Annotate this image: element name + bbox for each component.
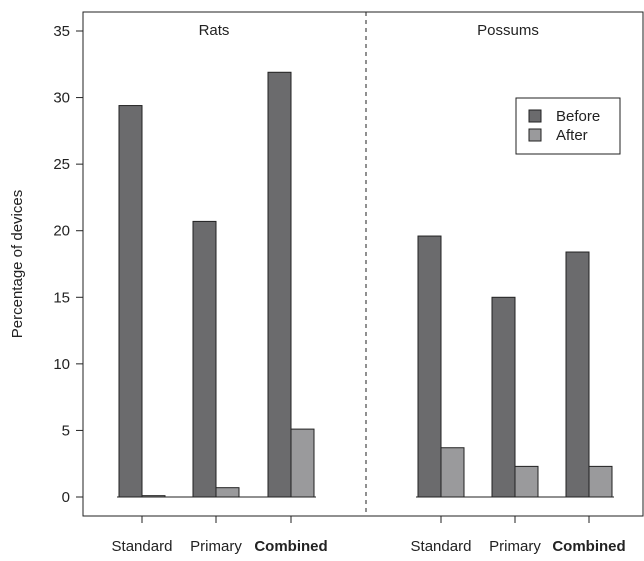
bar-possums-primary-after [514,465,539,498]
bar-rats-primary-before [192,220,217,498]
bar-possums-standard-before [417,235,442,498]
x-tick-label-primary: Primary [489,538,541,555]
y-tick-label: 10 [53,356,70,373]
legend-label-after: After [556,127,588,144]
bars [117,71,614,498]
x-tick-label-standard: Standard [411,538,472,555]
panel-labels: Rats Possums [199,22,539,39]
bar-possums-primary-before [491,296,516,498]
y-tick-label: 15 [53,289,70,306]
x-axis: Standard Primary Combined Standard Primary Co… [112,516,626,555]
legend: Before After [515,97,621,155]
legend-swatch-after [528,128,542,142]
x-tick-label-combined: Combined [254,538,327,555]
panel-label-possums: Possums [477,22,539,39]
y-tick-label: 0 [62,489,70,506]
legend-box [515,97,621,155]
x-tick-label-combined: Combined [552,538,625,555]
bar-rats-combined-before [267,71,292,498]
legend-swatch-before [528,109,542,123]
y-tick-label: 20 [53,223,70,240]
bar-possums-combined-before [565,251,590,498]
y-tick-label: 25 [53,156,70,173]
x-tick-label-primary: Primary [190,538,242,555]
bar-rats-standard-before [118,105,143,498]
y-tick-label: 35 [53,23,70,40]
panel-label-rats: Rats [199,22,230,39]
bar-rats-primary-after [215,487,240,498]
y-axis-title: Percentage of devices [9,190,26,338]
y-tick-label: 5 [62,422,70,439]
y-axis: 0 5 10 15 20 25 30 35 [53,23,84,506]
y-tick-label: 30 [53,90,70,107]
plot-frame [82,11,644,517]
x-tick-label-standard: Standard [112,538,173,555]
legend-label-before: Before [556,108,600,125]
bar-possums-standard-after [440,447,465,498]
bar-possums-combined-after [588,465,613,498]
bar-rats-combined-after [290,428,315,498]
